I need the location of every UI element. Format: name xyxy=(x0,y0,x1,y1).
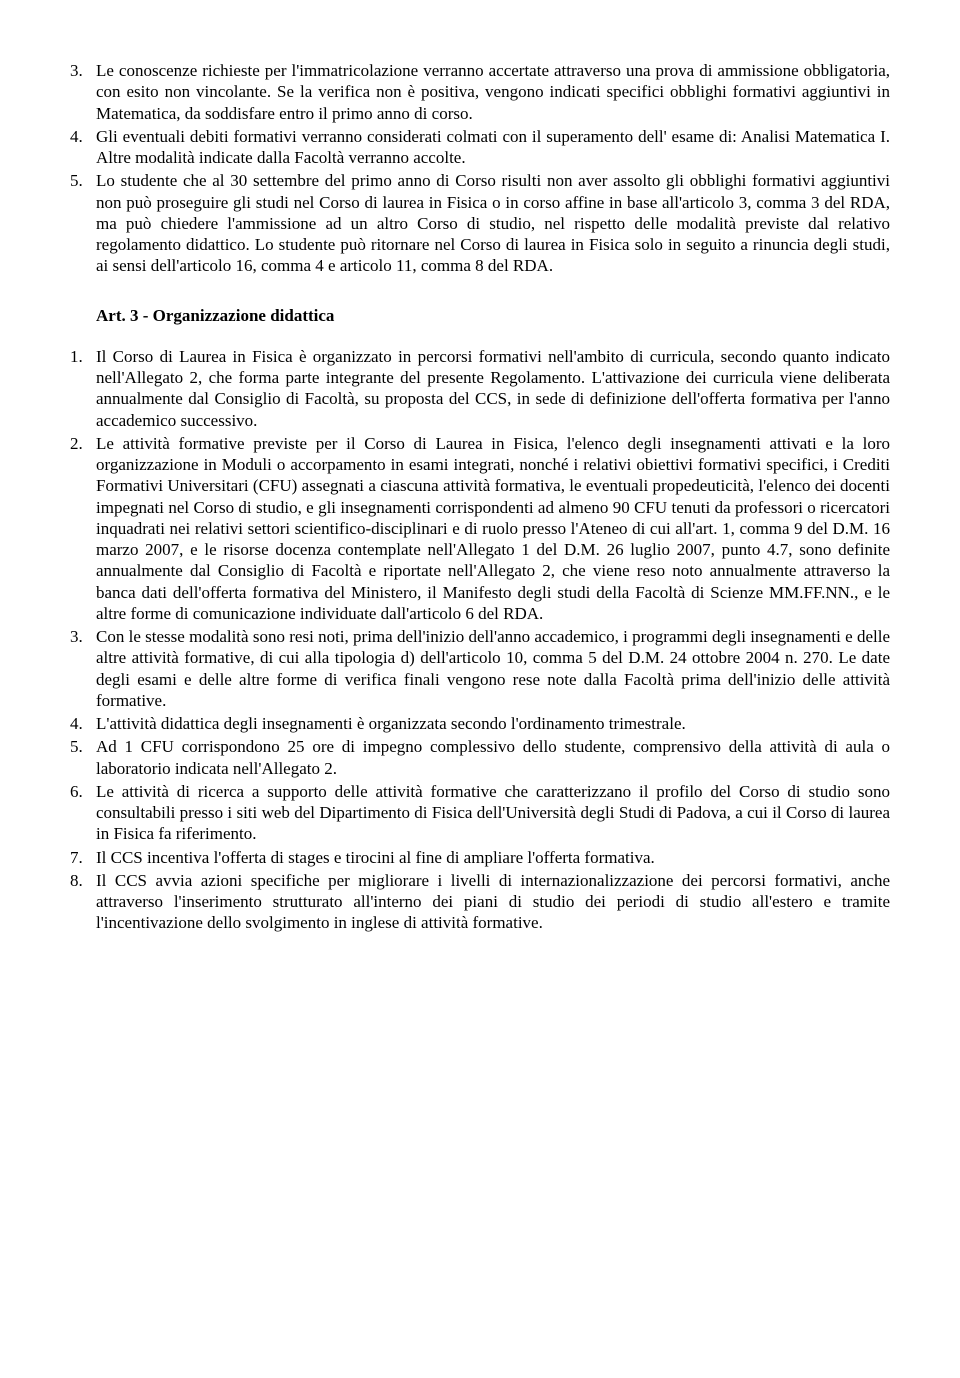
item-number: 5. xyxy=(70,736,96,779)
item-number: 3. xyxy=(70,626,96,711)
item-text: Lo studente che al 30 settembre del prim… xyxy=(96,170,890,276)
item-text: Le attività di ricerca a supporto delle … xyxy=(96,781,890,845)
item-text: Il CCS incentiva l'offerta di stages e t… xyxy=(96,847,890,868)
list-item: 3. Le conoscenze richieste per l'immatri… xyxy=(70,60,890,124)
list-item: 7. Il CCS incentiva l'offerta di stages … xyxy=(70,847,890,868)
item-number: 8. xyxy=(70,870,96,934)
item-number: 7. xyxy=(70,847,96,868)
item-number: 1. xyxy=(70,346,96,431)
list-item: 5. Ad 1 CFU corrispondono 25 ore di impe… xyxy=(70,736,890,779)
item-text: Ad 1 CFU corrispondono 25 ore di impegno… xyxy=(96,736,890,779)
item-number: 4. xyxy=(70,126,96,169)
item-text: Il CCS avvia azioni specifiche per migli… xyxy=(96,870,890,934)
article-heading: Art. 3 - Organizzazione didattica xyxy=(96,305,890,326)
item-text: Il Corso di Laurea in Fisica è organizza… xyxy=(96,346,890,431)
item-number: 4. xyxy=(70,713,96,734)
list-item: 1. Il Corso di Laurea in Fisica è organi… xyxy=(70,346,890,431)
item-text: Con le stesse modalità sono resi noti, p… xyxy=(96,626,890,711)
list-section-a: 3. Le conoscenze richieste per l'immatri… xyxy=(70,60,890,277)
item-text: Le conoscenze richieste per l'immatricol… xyxy=(96,60,890,124)
list-item: 3. Con le stesse modalità sono resi noti… xyxy=(70,626,890,711)
list-item: 4. L'attività didattica degli insegnamen… xyxy=(70,713,890,734)
item-text: L'attività didattica degli insegnamenti … xyxy=(96,713,890,734)
list-item: 2. Le attività formative previste per il… xyxy=(70,433,890,624)
item-number: 2. xyxy=(70,433,96,624)
item-number: 3. xyxy=(70,60,96,124)
list-item: 8. Il CCS avvia azioni specifiche per mi… xyxy=(70,870,890,934)
item-text: Le attività formative previste per il Co… xyxy=(96,433,890,624)
item-number: 6. xyxy=(70,781,96,845)
list-item: 5. Lo studente che al 30 settembre del p… xyxy=(70,170,890,276)
list-item: 4. Gli eventuali debiti formativi verran… xyxy=(70,126,890,169)
item-number: 5. xyxy=(70,170,96,276)
list-section-b: 1. Il Corso di Laurea in Fisica è organi… xyxy=(70,346,890,934)
item-text: Gli eventuali debiti formativi verranno … xyxy=(96,126,890,169)
list-item: 6. Le attività di ricerca a supporto del… xyxy=(70,781,890,845)
